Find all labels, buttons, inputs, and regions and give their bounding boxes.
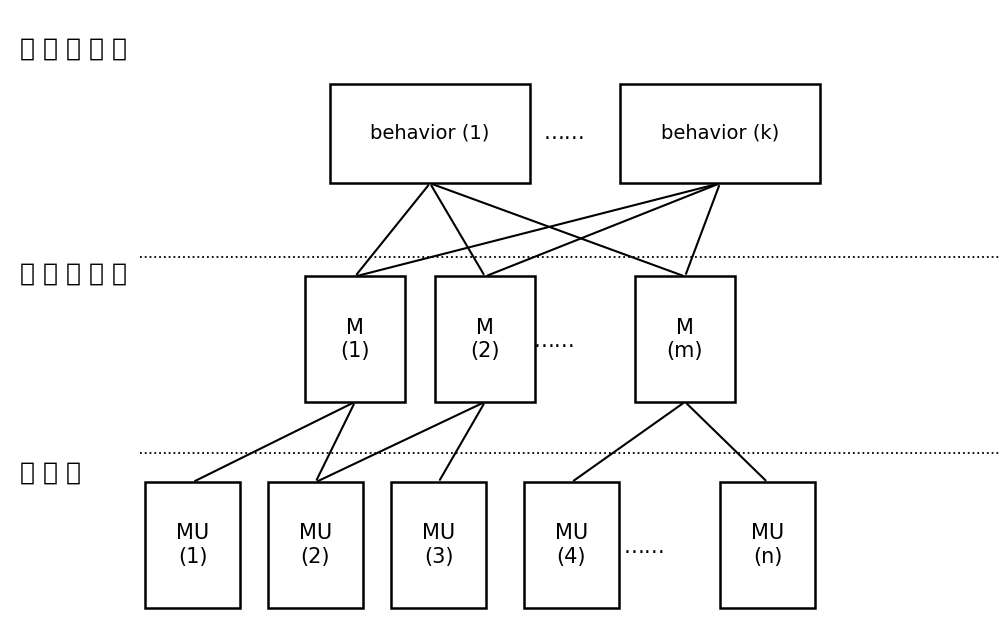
Text: ……: …… bbox=[534, 331, 576, 351]
FancyBboxPatch shape bbox=[620, 84, 820, 183]
FancyBboxPatch shape bbox=[268, 482, 363, 608]
Text: MU
(4): MU (4) bbox=[555, 523, 588, 566]
FancyBboxPatch shape bbox=[391, 482, 486, 608]
Text: MU
(3): MU (3) bbox=[422, 523, 455, 566]
FancyBboxPatch shape bbox=[524, 482, 619, 608]
Text: MU
(2): MU (2) bbox=[299, 523, 332, 566]
FancyBboxPatch shape bbox=[305, 276, 405, 402]
Text: 动 素 层: 动 素 层 bbox=[20, 460, 81, 485]
Text: M
(2): M (2) bbox=[470, 318, 500, 361]
Text: 语 义 动 作 层: 语 义 动 作 层 bbox=[20, 261, 127, 285]
FancyBboxPatch shape bbox=[435, 276, 535, 402]
Text: behavior (1): behavior (1) bbox=[370, 124, 490, 143]
Text: 行 为 动 作 层: 行 为 动 作 层 bbox=[20, 36, 127, 60]
Text: MU
(n): MU (n) bbox=[751, 523, 784, 566]
Text: behavior (k): behavior (k) bbox=[661, 124, 779, 143]
Text: ……: …… bbox=[544, 123, 586, 143]
FancyBboxPatch shape bbox=[145, 482, 240, 608]
Text: M
(m): M (m) bbox=[667, 318, 703, 361]
Text: ……: …… bbox=[624, 536, 666, 557]
FancyBboxPatch shape bbox=[720, 482, 815, 608]
Text: MU
(1): MU (1) bbox=[176, 523, 209, 566]
FancyBboxPatch shape bbox=[635, 276, 735, 402]
Text: M
(1): M (1) bbox=[340, 318, 370, 361]
FancyBboxPatch shape bbox=[330, 84, 530, 183]
